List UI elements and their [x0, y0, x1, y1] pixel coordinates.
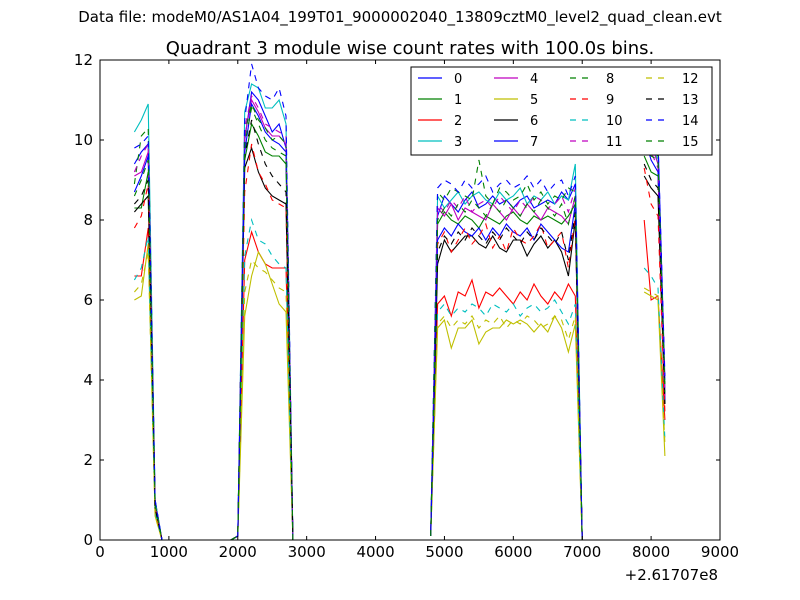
- legend-label-6: 6: [530, 114, 538, 129]
- y-tick-label: 4: [83, 371, 93, 389]
- series-13-line-2: [430, 211, 590, 541]
- x-tick-label: 0: [95, 543, 105, 561]
- series-15-line-0: [133, 159, 169, 541]
- legend-label-2: 2: [454, 114, 462, 129]
- y-tick-label: 6: [83, 291, 93, 309]
- series-12-line-2: [430, 315, 590, 541]
- legend-label-10: 10: [606, 114, 623, 129]
- x-tick-label: 4000: [356, 543, 394, 561]
- y-tick-label: 8: [83, 211, 93, 229]
- series-10-line-2: [430, 299, 590, 541]
- series-14-line-2: [430, 174, 590, 541]
- series-15-line-1: [230, 106, 300, 541]
- legend-label-4: 4: [530, 72, 538, 87]
- series-12-line-3: [643, 287, 666, 445]
- x-tick-label: 6000: [494, 543, 532, 561]
- legend-label-3: 3: [454, 135, 462, 150]
- series-4-line-2: [430, 195, 590, 541]
- x-tick-label: 7000: [563, 543, 601, 561]
- y-tick-label: 10: [74, 131, 93, 149]
- y-tick-label: 0: [83, 531, 93, 549]
- legend-frame: [410, 66, 713, 156]
- y-tick-label: 2: [83, 451, 93, 469]
- figure-suptitle: Data file: modeM0/AS1A04_199T01_90000020…: [78, 8, 722, 26]
- legend-label-15: 15: [682, 135, 699, 150]
- series-11-line-2: [430, 187, 590, 541]
- legend-label-0: 0: [454, 72, 462, 87]
- x-axis-offset-label: +2.61707e8: [625, 566, 718, 584]
- series-2-line-2: [430, 278, 590, 541]
- series-0-line-2: [430, 183, 590, 541]
- series-5-line-2: [430, 314, 590, 541]
- legend-label-8: 8: [606, 72, 614, 87]
- series-9-line-2: [430, 215, 590, 541]
- series-8-line-2: [430, 159, 590, 541]
- x-tick-label: 3000: [288, 543, 326, 561]
- legend-label-14: 14: [682, 114, 699, 129]
- legend-label-12: 12: [682, 72, 699, 87]
- legend-label-7: 7: [530, 135, 538, 150]
- x-axis: 0 1000 2000 3000 4000 5000 6000 7000 8000 9000: [95, 60, 739, 561]
- x-tick-label: 5000: [425, 543, 463, 561]
- chart-title: Quadrant 3 module wise count rates with …: [166, 38, 655, 59]
- legend-label-1: 1: [454, 93, 462, 108]
- series-13-line-0: [133, 179, 169, 541]
- x-tick-label: 8000: [632, 543, 670, 561]
- x-tick-label: 1000: [150, 543, 188, 561]
- series-13-line-1: [230, 119, 300, 541]
- series-11-line-3: [643, 131, 666, 397]
- series-15-line-3: [643, 143, 666, 393]
- series-11-line-0: [133, 142, 169, 541]
- series-6-line-2: [430, 219, 590, 541]
- y-tick-label: 12: [74, 51, 93, 69]
- legend-label-9: 9: [606, 93, 614, 108]
- series-12-line-1: [230, 258, 300, 541]
- legend-label-13: 13: [682, 93, 699, 108]
- x-tick-label: 2000: [219, 543, 257, 561]
- series-7-line-2: [430, 203, 590, 541]
- series-10-line-1: [230, 217, 300, 541]
- series-13-line-3: [643, 163, 666, 405]
- series-14-line-3: [643, 111, 666, 377]
- legend-label-5: 5: [530, 93, 538, 108]
- series-5-line-1: [230, 250, 300, 541]
- x-tick-label: 9000: [701, 543, 739, 561]
- series-3-line-2: [430, 163, 590, 541]
- series-9-line-3: [643, 167, 666, 413]
- series-15-line-2: [430, 195, 590, 541]
- legend-label-11: 11: [606, 135, 623, 150]
